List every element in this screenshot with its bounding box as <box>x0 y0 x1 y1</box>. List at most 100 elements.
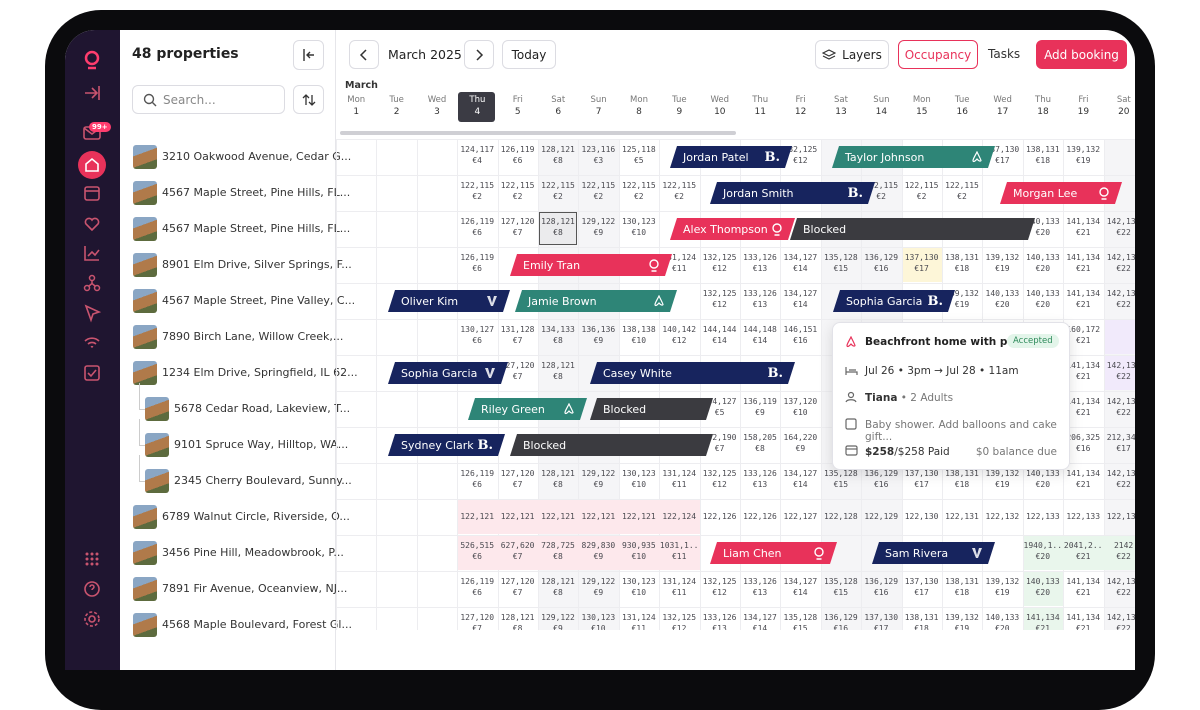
property-name: 4567 Maple Street, Pine Hills, FL... <box>162 222 351 235</box>
next-button[interactable] <box>464 40 494 69</box>
paid-rest: /$258 Paid <box>894 446 950 458</box>
cell-price: 134,127 <box>783 469 818 478</box>
booking-bar[interactable]: Alex Thompson <box>670 218 795 240</box>
cell-nights: €2 <box>512 192 523 201</box>
cell-price: 126,119 <box>460 469 495 478</box>
calendar-icon[interactable] <box>81 182 103 204</box>
cell-nights: €12 <box>671 624 687 630</box>
booking-bar[interactable]: Oliver Kim <box>388 290 510 312</box>
booking-bar[interactable]: Jamie Brown <box>515 290 677 312</box>
cell-nights: €5 <box>714 408 725 417</box>
cell-price: 142,135 <box>1106 253 1135 262</box>
cell-highlight <box>1104 355 1135 390</box>
tasks-icon[interactable] <box>81 362 103 384</box>
cell-price: 140,133 <box>1025 577 1060 586</box>
property-name: 2345 Cherry Boulevard, Sunny... <box>174 474 352 487</box>
channel-icon <box>971 547 983 559</box>
channel-icon <box>1098 187 1110 200</box>
property-thumb <box>133 361 157 385</box>
day-number: 19 <box>1077 107 1090 117</box>
chart-icon[interactable] <box>81 242 103 264</box>
cell-nights: €7 <box>512 588 523 597</box>
occupancy-button[interactable]: Occupancy <box>898 40 978 69</box>
cell-nights: €18 <box>914 624 929 630</box>
booking-bar[interactable]: Jordan Patel B. <box>670 146 792 168</box>
cell-nights: €20 <box>1035 480 1051 489</box>
weekday-label: Thu <box>1035 95 1051 105</box>
cell-nights: €6 <box>472 480 482 489</box>
cell-highlight <box>1023 535 1135 570</box>
booking-bar[interactable]: Morgan Lee <box>1000 182 1122 204</box>
logo <box>84 50 100 70</box>
booking-bar[interactable]: Sam Rivera <box>872 542 995 564</box>
send-icon[interactable] <box>81 302 103 324</box>
cell-nights: €22 <box>1116 264 1131 273</box>
booking-bar[interactable]: Sophia Garcia <box>388 362 508 384</box>
cell-price: 136,129 <box>864 577 899 586</box>
grid-row-line <box>336 571 1135 572</box>
home-active[interactable] <box>78 151 106 179</box>
cell-price: 141,134 <box>1066 253 1101 262</box>
tasks-tab[interactable]: Tasks <box>988 47 1021 61</box>
booking-bar[interactable]: Sophia Garcia B. <box>833 290 955 312</box>
cell-nights: €8 <box>553 588 563 597</box>
cell-highlight <box>458 535 700 570</box>
cell-price: 122,115 <box>460 181 495 190</box>
settings-icon[interactable] <box>81 608 103 630</box>
cell-price: 127,120 <box>500 577 535 586</box>
booking-bar[interactable]: Blocked <box>790 218 1035 240</box>
today-button[interactable]: Today <box>502 40 556 69</box>
wifi-icon[interactable] <box>81 332 103 354</box>
cell-nights: €22 <box>1116 408 1131 417</box>
cell-price: 142,135 <box>1106 217 1135 226</box>
property-name: 5678 Cedar Road, Lakeview, T... <box>174 402 351 415</box>
grid-row-line <box>336 427 1135 428</box>
booking-bar[interactable]: Emily Tran <box>510 254 672 276</box>
booking-bar[interactable]: Casey White B. <box>590 362 795 384</box>
cell-nights: €19 <box>995 588 1010 597</box>
network-icon[interactable] <box>81 272 103 294</box>
cell-price: 1031,1.. <box>659 541 699 550</box>
weekday-label: Wed <box>427 95 447 105</box>
booking-bar[interactable]: Blocked <box>510 434 713 456</box>
cell-price: 127,120 <box>500 469 535 478</box>
booking-bar[interactable]: Liam Chen <box>710 542 837 564</box>
apps-icon[interactable] <box>81 548 103 570</box>
cell-nights: €21 <box>1075 624 1091 630</box>
cell-nights: €17 <box>914 588 929 597</box>
layers-button[interactable]: Layers <box>815 40 889 69</box>
cell-price: 139,132 <box>985 577 1020 586</box>
heart-icon[interactable] <box>81 212 103 234</box>
collapse-button[interactable] <box>293 40 324 70</box>
booking-bar[interactable]: Taylor Johnson <box>832 146 995 168</box>
cell-nights: €14 <box>752 624 768 630</box>
cell-price: 141,134 <box>1025 613 1060 622</box>
booking-bar[interactable]: Riley Green <box>468 398 587 420</box>
cell-nights: €2 <box>472 192 482 201</box>
expand-icon[interactable] <box>81 82 103 104</box>
cell-price: 122,133 <box>1025 512 1060 521</box>
booking-bar[interactable]: Sydney Clark B. <box>388 434 505 456</box>
prev-button[interactable] <box>349 40 379 69</box>
cell-price: 138,131 <box>945 577 979 586</box>
cell-nights: €12 <box>793 156 808 165</box>
add-booking-button[interactable]: Add booking <box>1036 40 1127 69</box>
cell-nights: €10 <box>631 228 647 237</box>
help-icon[interactable] <box>81 578 103 600</box>
booking-bar[interactable]: Jordan Smith B. <box>710 182 875 204</box>
calendar: March 2025 Today Layers Occupancy Tasks … <box>336 30 1135 630</box>
cell-price: 136,136 <box>581 325 616 334</box>
cell-nights: €2 <box>593 192 604 201</box>
cell-nights: €6 <box>472 552 482 561</box>
search-box[interactable]: Search... <box>132 85 285 114</box>
cell-nights: €7 <box>512 480 523 489</box>
booking-bar[interactable]: Blocked <box>590 398 713 420</box>
cell-price: 132,125 <box>783 145 818 154</box>
cell-price: 130,123 <box>621 577 656 586</box>
sort-button[interactable] <box>293 85 324 114</box>
booking-name: Jamie Brown <box>528 294 597 308</box>
status-pill: Accepted <box>1007 334 1059 348</box>
cell-price: 136,129 <box>823 613 858 622</box>
cell-price: 131,124 <box>662 469 697 478</box>
cell-price: 122,132 <box>985 512 1020 521</box>
